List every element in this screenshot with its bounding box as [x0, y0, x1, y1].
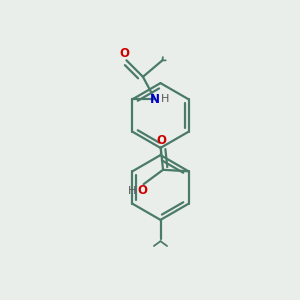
- Text: O: O: [156, 134, 166, 147]
- Text: H: H: [128, 186, 136, 196]
- Text: N: N: [150, 93, 160, 106]
- Text: O: O: [137, 184, 147, 197]
- Text: H: H: [161, 94, 169, 104]
- Text: O: O: [119, 47, 129, 60]
